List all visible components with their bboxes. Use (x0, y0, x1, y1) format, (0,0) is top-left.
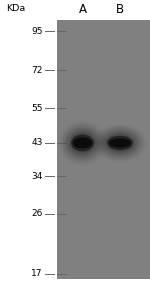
Ellipse shape (66, 128, 99, 158)
Ellipse shape (102, 131, 138, 155)
Ellipse shape (67, 129, 98, 157)
Text: 55: 55 (31, 104, 43, 113)
Text: 72: 72 (31, 66, 43, 75)
Ellipse shape (109, 138, 131, 148)
Ellipse shape (68, 131, 97, 155)
Text: 26: 26 (31, 209, 43, 218)
Text: 95: 95 (31, 27, 43, 36)
Ellipse shape (101, 130, 139, 156)
Ellipse shape (73, 137, 92, 148)
Ellipse shape (71, 135, 94, 151)
Ellipse shape (70, 133, 94, 153)
Text: 34: 34 (31, 172, 43, 180)
Ellipse shape (107, 136, 133, 150)
Ellipse shape (104, 132, 136, 154)
Text: KDa: KDa (6, 4, 25, 13)
Text: B: B (116, 3, 124, 17)
Text: 43: 43 (31, 139, 43, 147)
Text: 17: 17 (31, 269, 43, 278)
Text: A: A (78, 3, 87, 17)
Ellipse shape (69, 132, 96, 154)
Ellipse shape (106, 135, 134, 152)
Bar (57, 20, 150, 279)
Ellipse shape (105, 133, 135, 152)
